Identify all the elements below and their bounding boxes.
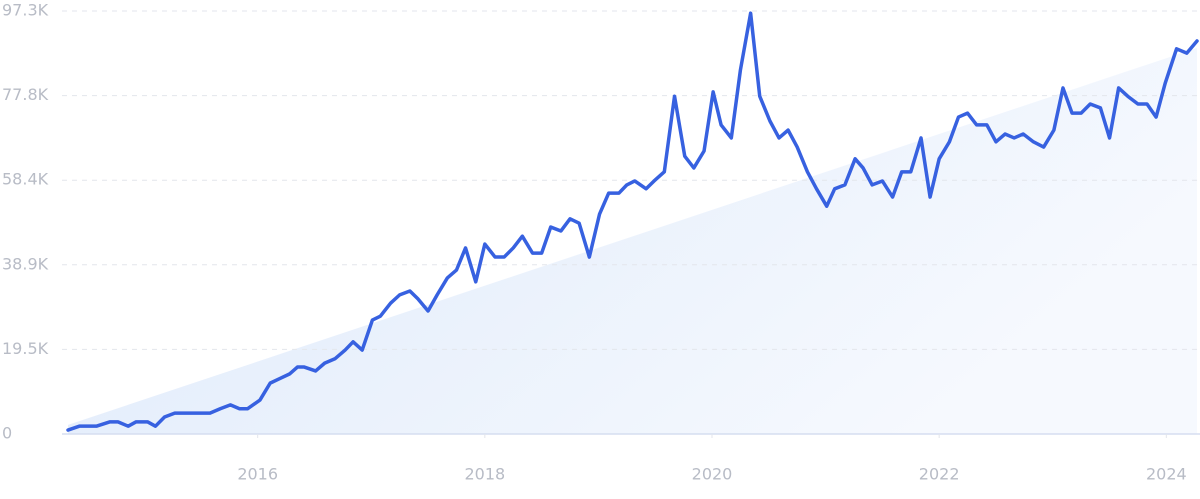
trend-area <box>68 47 1197 434</box>
y-tick-label: 58.4K <box>2 170 49 189</box>
x-tick-label: 2016 <box>237 465 278 484</box>
x-tick-label: 2024 <box>1146 465 1187 484</box>
x-tick-label: 2020 <box>692 465 733 484</box>
y-tick-label: 77.8K <box>2 85 49 104</box>
x-tick-label: 2022 <box>919 465 960 484</box>
y-tick-label: 19.5K <box>2 339 49 358</box>
x-tick-label: 2018 <box>464 465 505 484</box>
y-tick-label: 97.3K <box>2 1 49 20</box>
y-tick-label: 0 <box>2 424 12 443</box>
data-line <box>66 11 1199 432</box>
y-tick-label: 38.9K <box>2 254 49 273</box>
